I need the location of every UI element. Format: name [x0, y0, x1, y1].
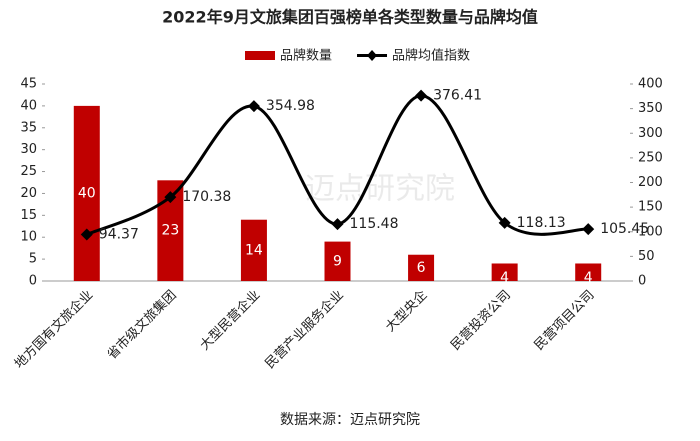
bar — [240, 219, 267, 281]
bar-value-label: 6 — [417, 260, 426, 276]
x-tick-label: 大型央企 — [382, 287, 430, 335]
line-marker — [164, 191, 177, 204]
x-tick-label: 省市级文旅集团 — [104, 287, 180, 363]
bar-value-label: 23 — [161, 223, 179, 239]
chart-title: 2022年9月文旅集团百强榜单各类型数量与品牌均值 — [162, 8, 538, 27]
legend-swatch — [245, 51, 275, 60]
y-tick-label: 30 — [20, 142, 37, 157]
legend-swatch-marker — [367, 50, 378, 61]
line-value-label: 105.45 — [600, 221, 649, 237]
bar-value-label: 4 — [584, 270, 593, 286]
y2-tick-label: 400 — [638, 77, 663, 92]
bar — [575, 263, 602, 281]
y2-tick-label: 0 — [638, 274, 646, 289]
y-tick-label: 0 — [29, 274, 37, 289]
source-note: 数据来源：迈点研究院 — [280, 412, 420, 428]
y-tick-label: 15 — [20, 208, 37, 223]
y-tick-label: 5 — [29, 252, 37, 267]
bar-value-label: 40 — [78, 185, 96, 201]
line-value-label: 94.37 — [99, 227, 139, 243]
y-tick-label: 40 — [20, 98, 37, 113]
y2-tick-label: 50 — [638, 249, 655, 264]
line-value-label: 170.38 — [182, 189, 231, 205]
x-tick-label: 大型民营企业 — [197, 287, 263, 353]
line-marker — [498, 216, 511, 229]
y-tick-label: 35 — [20, 120, 37, 135]
line-marker — [582, 223, 595, 236]
x-tick-label: 地方国有文旅企业 — [11, 287, 96, 372]
x-tick-label: 民营投资公司 — [447, 287, 513, 353]
y2-tick-label: 300 — [638, 126, 663, 141]
bar-value-label: 14 — [245, 242, 263, 258]
y2-tick-label: 150 — [638, 200, 663, 215]
line-marker — [247, 100, 260, 113]
line-value-label: 354.98 — [266, 98, 315, 114]
bar-value-label: 9 — [333, 253, 342, 269]
y2-tick-label: 100 — [638, 224, 663, 239]
bar — [408, 254, 435, 281]
line-marker — [80, 228, 93, 241]
bar — [491, 263, 518, 281]
watermark: 迈点研究院 — [305, 172, 455, 207]
y-tick-label: 20 — [20, 186, 37, 201]
legend-label: 品牌均值指数 — [392, 48, 470, 64]
x-tick-label: 民营项目公司 — [532, 288, 598, 354]
y2-tick-label: 250 — [638, 150, 663, 165]
line-marker — [331, 218, 344, 231]
x-tick-label: 民营产业服务企业 — [262, 287, 347, 372]
line-value-label: 115.48 — [350, 216, 399, 232]
bar-value-label: 4 — [500, 270, 509, 286]
y-tick-label: 45 — [20, 77, 37, 92]
line-value-label: 376.41 — [433, 88, 482, 104]
bar — [324, 241, 351, 281]
bar — [73, 105, 100, 281]
y-tick-label: 25 — [20, 164, 37, 179]
y-tick-label: 10 — [20, 230, 37, 245]
y2-tick-label: 350 — [638, 101, 663, 116]
legend-label: 品牌数量 — [280, 48, 332, 64]
line-value-label: 118.13 — [517, 215, 566, 231]
y2-tick-label: 200 — [638, 175, 663, 190]
line-marker — [415, 89, 428, 102]
